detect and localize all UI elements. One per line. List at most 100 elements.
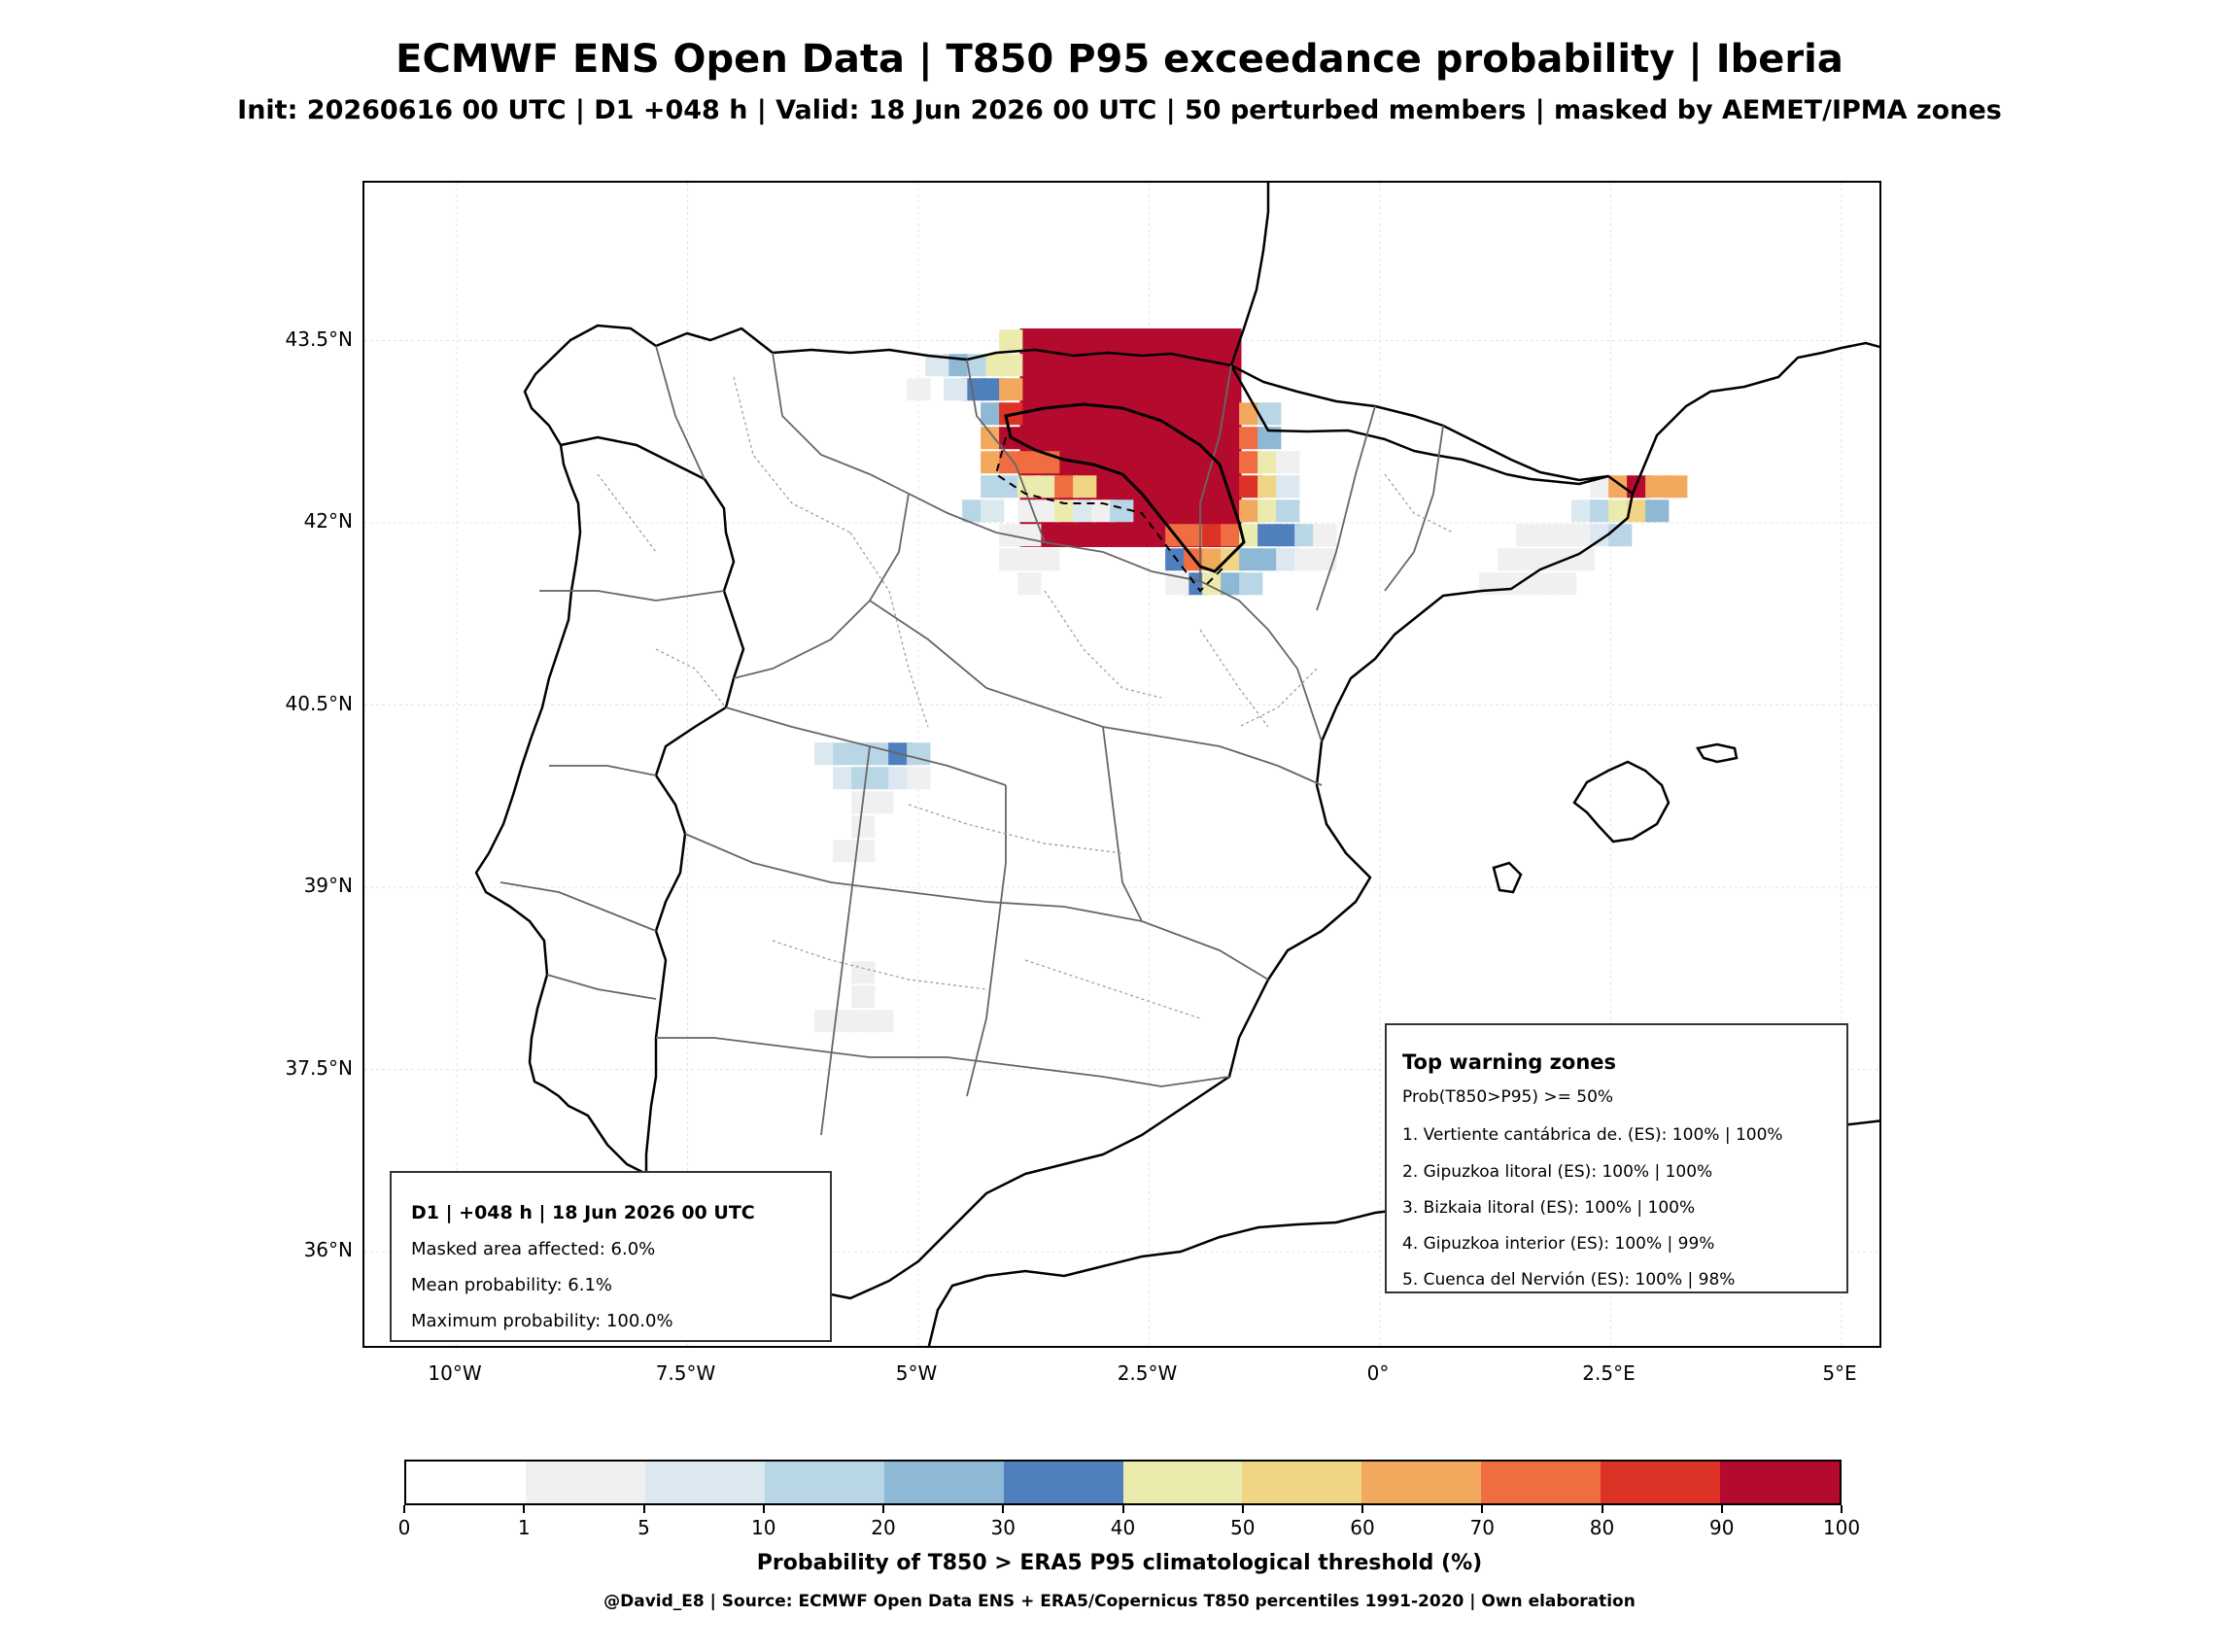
probability-cell xyxy=(1590,524,1614,547)
longitude-tick-label: 5°E xyxy=(1822,1361,1857,1385)
colorbar-tick-mark xyxy=(762,1505,765,1513)
probability-cell xyxy=(1534,524,1559,547)
colorbar-tick-label: 0 xyxy=(397,1516,411,1539)
probability-cell xyxy=(833,767,857,790)
probability-cell xyxy=(1091,499,1116,523)
probability-cell xyxy=(851,815,876,839)
probability-cell xyxy=(1257,402,1282,426)
warning-zone-item: 1. Vertiente cantábrica de. (ES): 100% |… xyxy=(1402,1125,1783,1145)
probability-cell xyxy=(1036,548,1060,571)
colorbar-tick-label: 20 xyxy=(871,1516,896,1539)
colorbar-segment xyxy=(1242,1462,1362,1503)
probability-cell xyxy=(999,329,1023,353)
probability-cell xyxy=(1239,427,1263,450)
probability-cell xyxy=(1276,451,1300,474)
probability-cell xyxy=(1073,475,1097,499)
summary-mean-probability: Mean probability: 6.1% xyxy=(411,1275,613,1295)
probability-cell xyxy=(1202,524,1226,547)
colorbar-segment xyxy=(1720,1462,1841,1503)
probability-cell xyxy=(1036,475,1060,499)
colorbar-segment xyxy=(406,1462,526,1503)
probability-cell xyxy=(1590,499,1614,523)
probability-cell xyxy=(833,742,857,766)
probability-cell xyxy=(833,1010,857,1033)
colorbar-tick-label: 5 xyxy=(637,1516,650,1539)
probability-cell xyxy=(814,742,839,766)
probability-cell xyxy=(1627,499,1651,523)
probability-cell xyxy=(907,767,931,790)
probability-cell xyxy=(1239,572,1263,596)
probability-cell xyxy=(1608,499,1633,523)
probability-cell xyxy=(1664,475,1688,499)
warning-zone-outline xyxy=(1004,402,1246,573)
probability-cell xyxy=(981,475,1005,499)
probability-cell xyxy=(981,402,1005,426)
summary-affected-area: Masked area affected: 6.0% xyxy=(411,1239,656,1259)
probability-cell xyxy=(1184,524,1208,547)
france-med-coastline xyxy=(1631,341,1879,495)
probability-cell xyxy=(1276,524,1300,547)
probability-cell xyxy=(1534,572,1559,596)
summary-max-probability: Maximum probability: 100.0% xyxy=(411,1311,673,1331)
probability-cell xyxy=(1516,572,1540,596)
probability-cell xyxy=(1110,499,1134,523)
colorbar-tick-mark xyxy=(1720,1505,1723,1513)
probability-cell xyxy=(999,354,1023,377)
probability-cell xyxy=(1276,499,1300,523)
latitude-tick-label: 43.5°N xyxy=(285,327,354,351)
colorbar-tick-label: 70 xyxy=(1469,1516,1495,1539)
warning-zone-item: 4. Gipuzkoa interior (ES): 100% | 99% xyxy=(1402,1234,1715,1254)
probability-grid xyxy=(814,328,1688,1033)
colorbar-label: Probability of T850 > ERA5 P95 climatolo… xyxy=(756,1551,1483,1575)
colorbar-segment xyxy=(764,1462,884,1503)
probability-cell xyxy=(1498,548,1522,571)
latitude-tick-label: 40.5°N xyxy=(285,691,354,715)
probability-cell xyxy=(1516,524,1540,547)
colorbar-segment xyxy=(1601,1462,1721,1503)
longitude-tick-label: 5°W xyxy=(895,1361,938,1385)
colorbar-tick-label: 100 xyxy=(1822,1516,1861,1539)
probability-cell xyxy=(962,378,986,401)
colorbar-tick-mark xyxy=(1241,1505,1244,1513)
probability-cell xyxy=(1202,572,1226,596)
probability-cell xyxy=(1221,548,1245,571)
probability-cell xyxy=(1571,499,1596,523)
colorbar-tick-mark xyxy=(1841,1505,1843,1513)
colorbar-tick-mark xyxy=(523,1505,526,1513)
colorbar-tick-mark xyxy=(1002,1505,1005,1513)
longitude-tick-label: 2.5°W xyxy=(1117,1361,1178,1385)
colorbar xyxy=(404,1460,1842,1505)
probability-cell xyxy=(1239,499,1263,523)
map-panel[interactable] xyxy=(362,181,1881,1348)
colorbar-tick-mark xyxy=(642,1505,645,1513)
probability-cell xyxy=(1608,524,1633,547)
probability-cell xyxy=(1313,524,1337,547)
probability-cell xyxy=(962,499,986,523)
colorbar-tick-label: 60 xyxy=(1350,1516,1375,1539)
colorbar-tick-mark xyxy=(1361,1505,1363,1513)
longitude-tick-label: 2.5°E xyxy=(1582,1361,1636,1385)
probability-cell xyxy=(1257,548,1282,571)
colorbar-tick-mark xyxy=(882,1505,884,1513)
probability-cell xyxy=(833,840,857,863)
warning-heading: Top warning zones xyxy=(1402,1050,1617,1074)
colorbar-tick-label: 40 xyxy=(1110,1516,1136,1539)
probability-cell xyxy=(1239,548,1263,571)
probability-cell xyxy=(1017,548,1042,571)
colorbar-tick-mark xyxy=(1601,1505,1603,1513)
colorbar-tick-label: 10 xyxy=(751,1516,776,1539)
probability-cell xyxy=(1073,499,1097,523)
latitude-tick-label: 36°N xyxy=(303,1238,353,1261)
colorbar-tick-label: 80 xyxy=(1589,1516,1615,1539)
probability-cell xyxy=(981,354,1005,377)
probability-cell xyxy=(1294,524,1319,547)
summary-heading: D1 | +048 h | 18 Jun 2026 00 UTC xyxy=(411,1202,755,1223)
colorbar-segment xyxy=(525,1462,645,1503)
colorbar-tick-label: 1 xyxy=(517,1516,531,1539)
probability-cell xyxy=(1645,499,1670,523)
probability-cell xyxy=(1054,475,1079,499)
probability-cell xyxy=(1017,451,1042,474)
probability-cell xyxy=(1257,524,1282,547)
probability-cell xyxy=(1239,524,1263,547)
colorbar-segment xyxy=(644,1462,765,1503)
